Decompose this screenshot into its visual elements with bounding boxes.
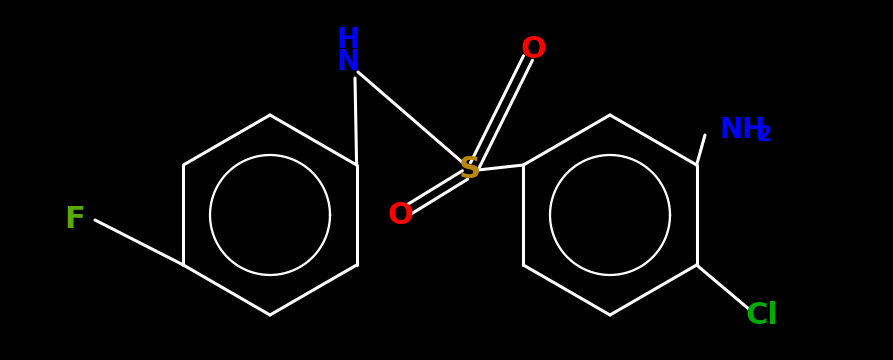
Text: Cl: Cl [746,301,779,329]
Text: N: N [337,48,360,76]
Text: NH: NH [720,116,766,144]
Text: H: H [337,26,360,54]
Text: O: O [520,36,546,64]
Text: S: S [459,156,481,184]
Text: 2: 2 [756,125,772,145]
Text: F: F [64,206,86,234]
Text: O: O [387,201,413,230]
